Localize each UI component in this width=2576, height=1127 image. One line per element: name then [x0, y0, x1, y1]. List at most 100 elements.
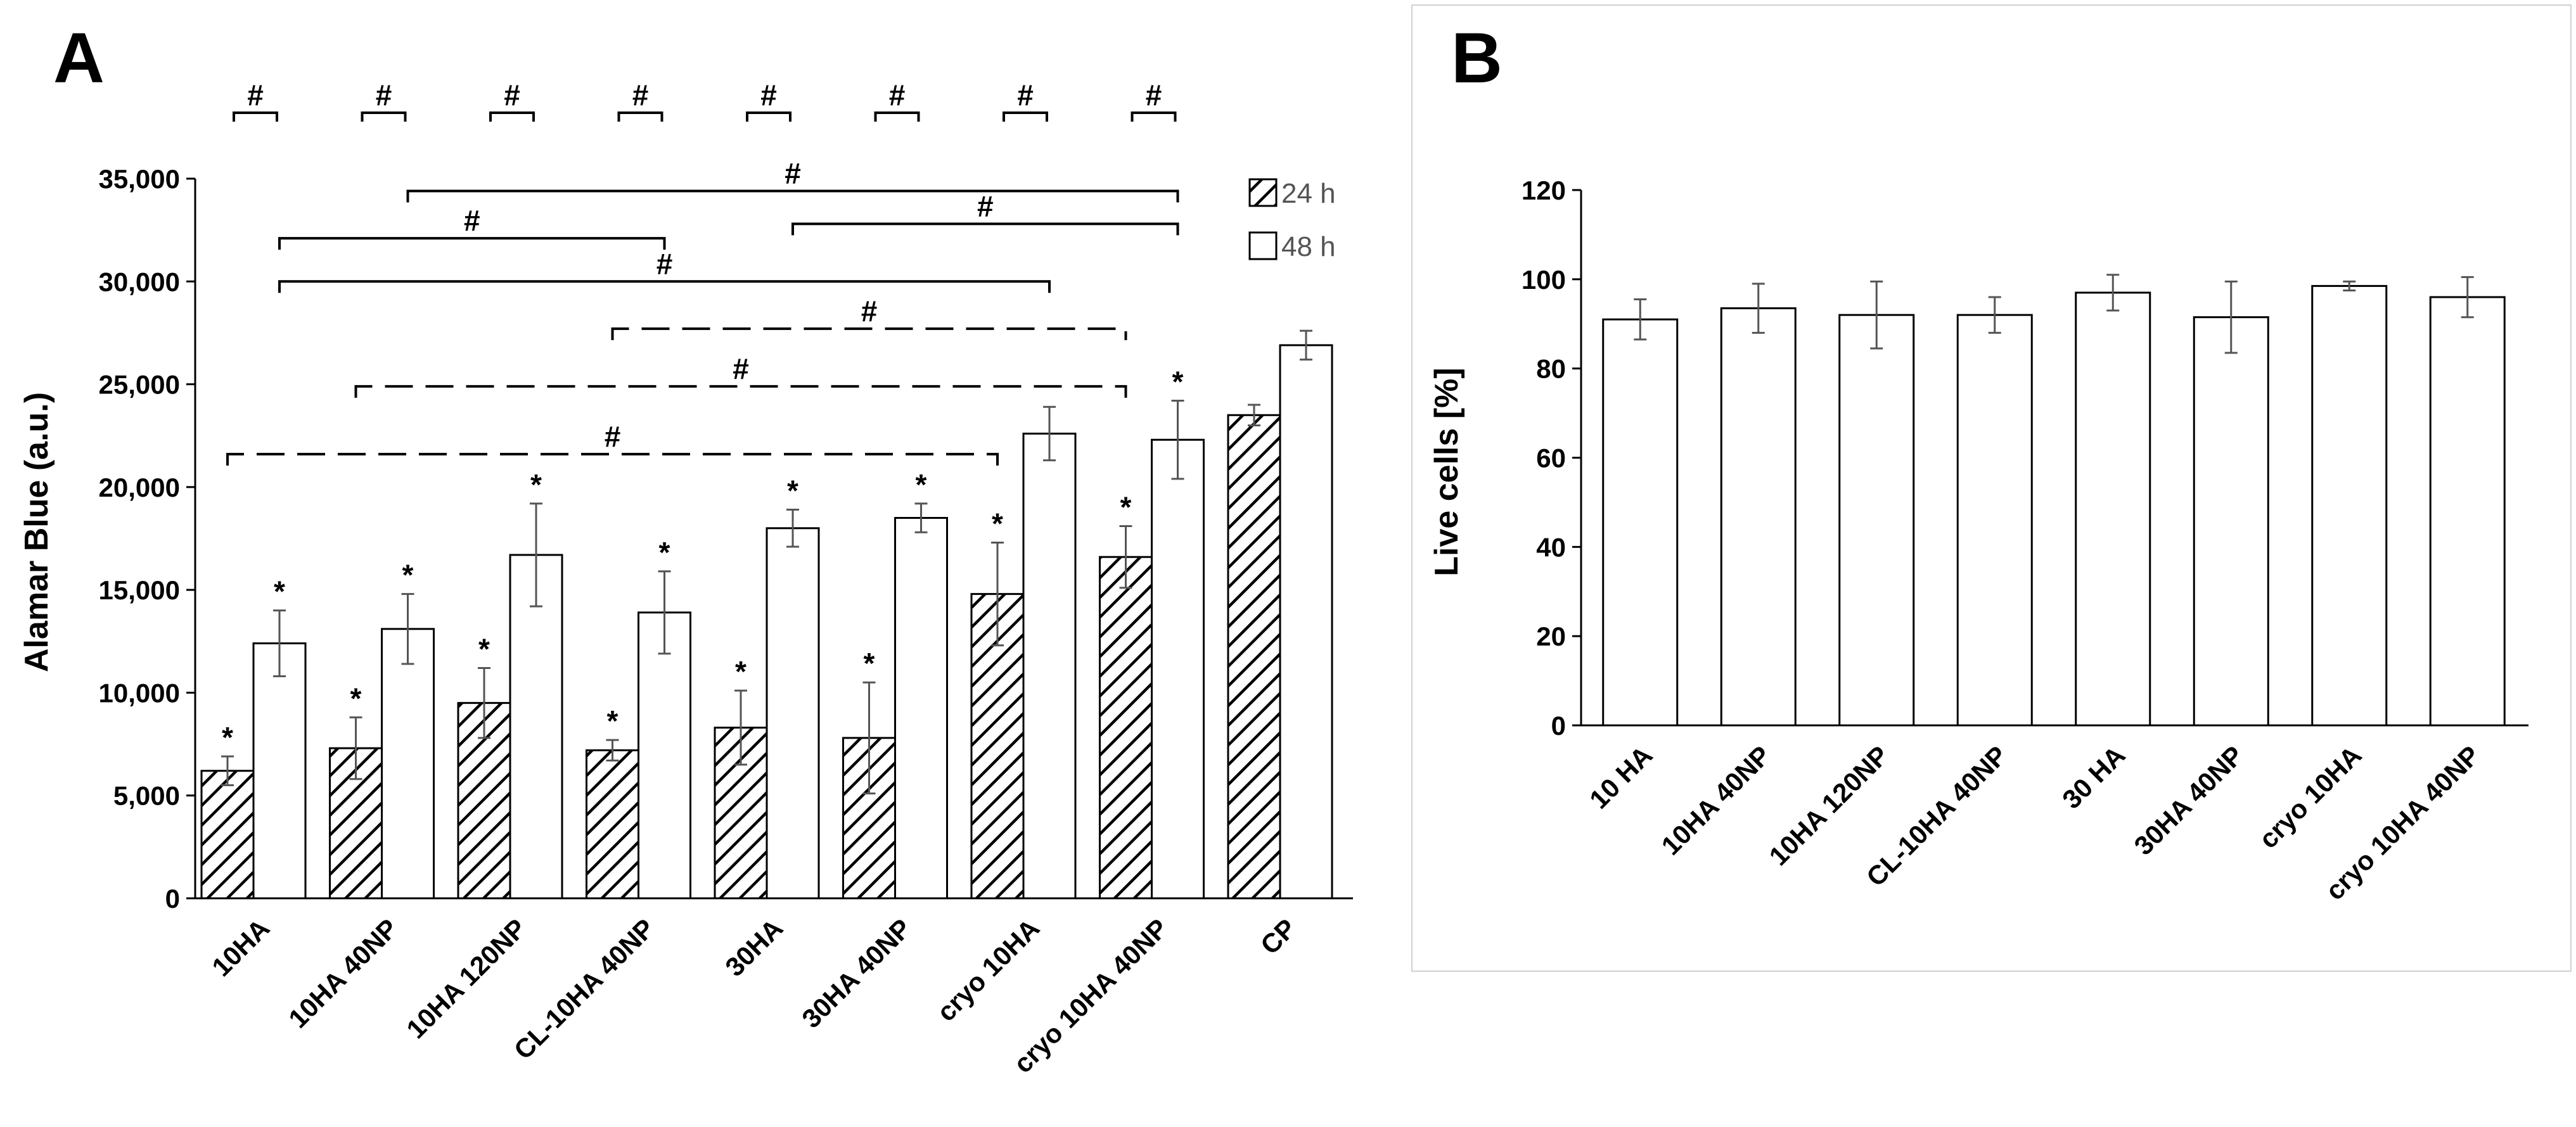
panel-a-significance-star: * — [659, 536, 670, 569]
panel-a-pairwise-bracket — [1003, 111, 1048, 122]
panel-a-bar-48h — [638, 611, 691, 900]
panel-a-category-label: 30HA 40NP — [796, 913, 917, 1034]
panel-a-category-label: cryo 10HA — [931, 913, 1045, 1027]
panel-a-y-axis-label: Alamar Blue (a.u.) — [18, 392, 55, 672]
panel-a-pairwise-hash: # — [1017, 79, 1034, 111]
panel-b-category-label: 30HA 40NP — [2129, 740, 2250, 861]
panel-a-letter: A — [53, 18, 105, 98]
legend-label-24h: 24 h — [1281, 178, 1336, 209]
panel-a-significance-star: * — [478, 632, 490, 665]
panel-a-bar-24h — [714, 727, 768, 900]
panel-a-significance-star: * — [274, 575, 285, 608]
panel-a-pairwise-bracket — [746, 111, 791, 122]
panel-a-bar-48h — [766, 527, 820, 900]
panel-b-y-tick-label: 100 — [1522, 265, 1566, 295]
panel-a-category-label: 10HA 120NP — [400, 913, 532, 1044]
legend-label-48h: 48 h — [1281, 231, 1336, 262]
legend-swatch-48h — [1248, 231, 1278, 260]
panel-b-y-tick-label: 0 — [1551, 711, 1566, 741]
panel-b-category-label: 10HA 120NP — [1763, 740, 1894, 871]
panel-a-significance-stars: * * * * * * * * * * * * * * * — [222, 366, 1184, 755]
panel-b-y-tick-label: 80 — [1536, 354, 1566, 384]
panel-a-bar-48h — [509, 554, 563, 900]
panel-b-bar — [1956, 314, 2033, 727]
panel-a-y-tick-label: 25,000 — [99, 370, 180, 400]
panel-a-pairwise-hash: # — [632, 79, 649, 111]
panel-a: A Alamar Blue (a.u.) 0 5,000 10,000 15,000 2… — [18, 18, 1353, 1079]
panel-a-bar-48h — [1151, 438, 1205, 900]
panel-b-border — [1411, 4, 2572, 972]
panel-a-comparison-line-solid — [791, 222, 1179, 236]
panel-a-y-tick-label: 15,000 — [99, 575, 180, 605]
panel-a-pairwise-hash: # — [376, 79, 392, 111]
panel-a-comparison-hash: # — [977, 189, 994, 222]
panel-a-category-label: 30HA — [719, 913, 788, 982]
panel-b-error-bars — [1634, 274, 2474, 354]
panel-a-bar-24h — [586, 749, 639, 900]
panel-a-bar-48h — [894, 517, 948, 900]
panel-b-bar — [2429, 296, 2506, 727]
panel-a-comparison-line-solid — [406, 189, 1179, 203]
panel-b-y-axis-label: Live cells [%] — [1428, 367, 1465, 576]
panel-a-bar-24h — [200, 770, 255, 900]
panel-a-significance-star: * — [864, 647, 875, 680]
panel-b-bar — [1838, 314, 1915, 727]
panel-a-pairwise-hash: # — [889, 79, 906, 111]
panel-b-bar — [2193, 316, 2269, 727]
panel-b-y-tick-label: 40 — [1536, 532, 1566, 562]
panel-a-significance-star: * — [992, 507, 1003, 540]
panel-a-error-bars — [221, 329, 1312, 794]
panel-a-pairwise-hash: # — [504, 79, 520, 111]
panel-a-significance-star: * — [787, 474, 798, 507]
panel-b-y-ticks: 0 20 40 60 80 100 120 — [1522, 175, 1581, 741]
panel-a-comparison-hash: # — [464, 204, 480, 237]
panel-a-pairwise-bracket — [874, 111, 920, 122]
panel-a-bars — [200, 344, 1333, 900]
panel-a-significance-star: * — [530, 468, 542, 501]
panel-b-y-tick-label: 60 — [1536, 443, 1566, 473]
panel-a-y-tick-label: 0 — [165, 884, 180, 914]
panel-a-pairwise-hash: # — [760, 79, 777, 111]
panel-b-category-label: cryo 10HA — [2253, 740, 2367, 854]
panel-a-comparison-hash: # — [657, 247, 673, 280]
panel-a-y-tick-label: 10,000 — [99, 678, 180, 708]
panel-a-significance-star: * — [350, 682, 362, 715]
panel-a-significance-star: * — [916, 468, 927, 501]
panel-a-category-label: CP — [1255, 913, 1302, 960]
panel-b-category-label: 30 HA — [2056, 740, 2131, 814]
panel-a-y-tick-label: 30,000 — [99, 267, 180, 296]
panel-a-pairwise-bracket — [617, 111, 663, 122]
panel-b-bar — [2311, 284, 2388, 727]
panel-a-bar-24h — [1227, 414, 1281, 900]
panel-b-category-label: 10 HA — [1584, 740, 1658, 814]
panel-a-significance-star: * — [607, 704, 618, 737]
panel-b-category-label: 10HA 40NP — [1656, 740, 1777, 861]
panel-a-y-tick-label: 20,000 — [99, 473, 180, 502]
panel-a-category-label: CL-10HA 40NP — [508, 913, 660, 1065]
panel-a-y-tick-label: 35,000 — [99, 164, 180, 194]
panel-a-comparison-line-solid — [278, 280, 1051, 293]
panel-a-comparison-hash: # — [605, 420, 621, 453]
panel-a-bar-48h — [381, 628, 435, 900]
panel-a-legend: 24 h 48 h — [1248, 178, 1336, 262]
panel-a-comparison-line-dashed — [354, 385, 1127, 398]
panel-a-pairwise-bracket — [361, 111, 407, 122]
panel-a-pairwise-bracket — [489, 111, 535, 122]
panel-a-pairwise-hash: # — [1146, 79, 1162, 111]
panel-a-bar-48h — [252, 642, 307, 900]
panel-a-pairwise-brackets: # # # # # # # # — [233, 79, 1177, 122]
panel-a-bar-24h — [1099, 556, 1153, 900]
panel-b-bar — [1602, 318, 1679, 727]
panel-a-comparison-line-solid — [278, 237, 666, 250]
panel-a-category-label: 10HA 40NP — [283, 913, 404, 1034]
panel-a-significance-star: * — [1172, 366, 1184, 398]
panel-a-bar-48h — [1279, 344, 1333, 900]
panel-b-bar — [2075, 291, 2151, 727]
panel-a-bar-48h — [1022, 432, 1077, 900]
panel-a-comparison-line-dashed — [226, 452, 999, 466]
panel-a-significance-star: * — [222, 721, 233, 754]
